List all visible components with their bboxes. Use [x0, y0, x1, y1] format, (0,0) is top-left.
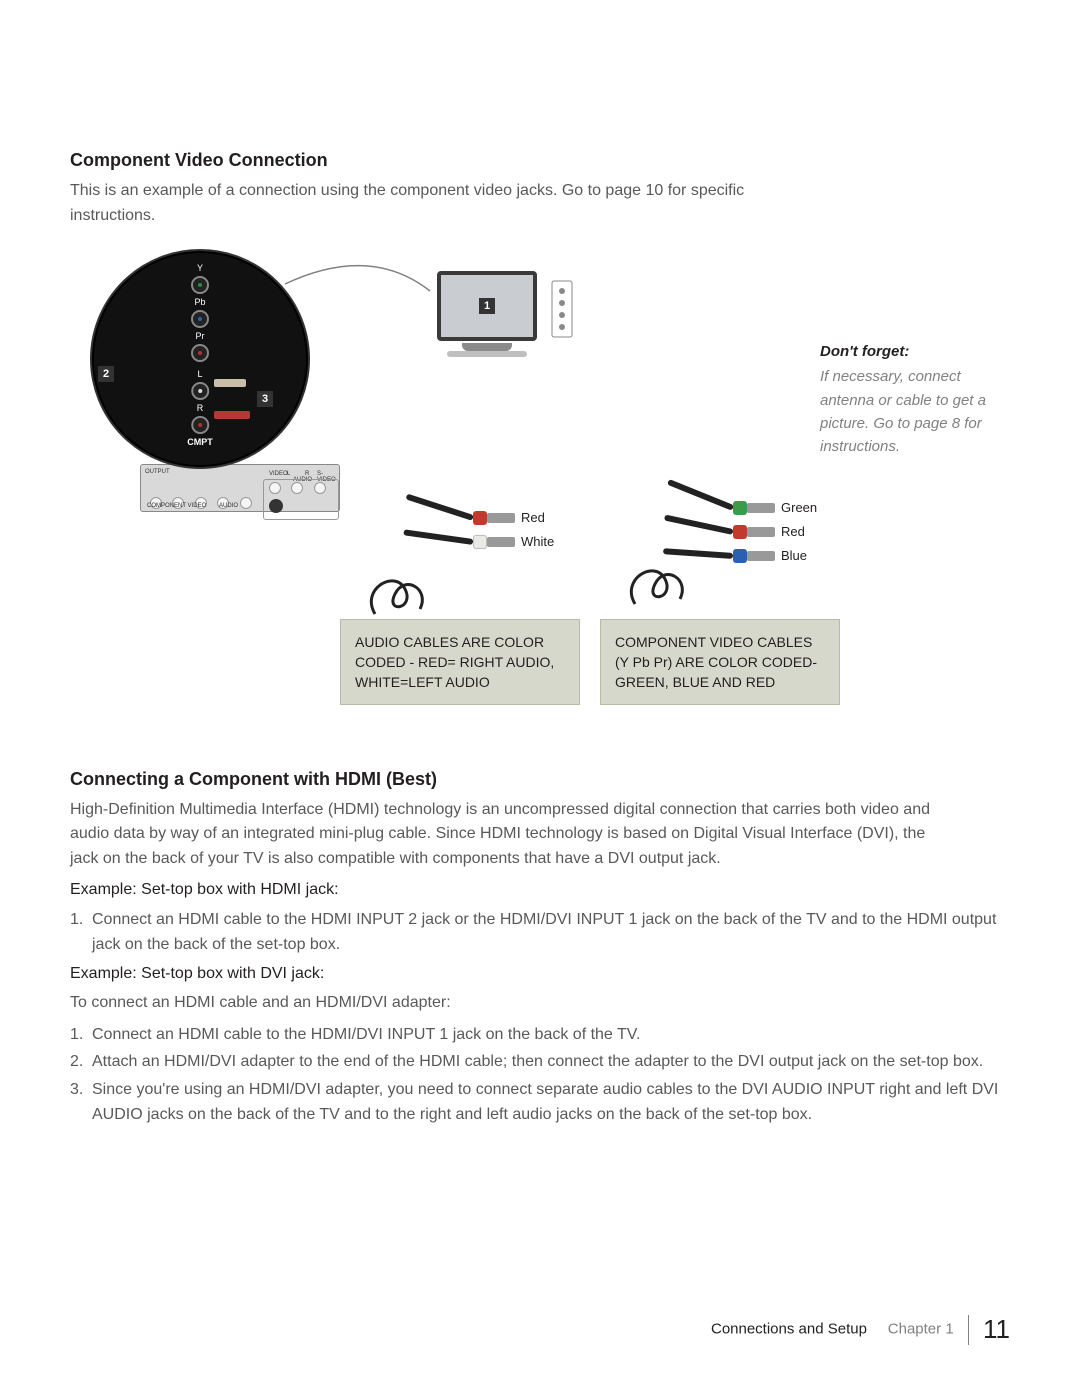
plug-stub-r	[214, 411, 250, 419]
footer-chapter: Chapter 1	[888, 1320, 954, 1337]
ex2-step1: Connect an HDMI cable to the HDMI/DVI IN…	[70, 1022, 1010, 1048]
component-coil	[625, 559, 695, 609]
jack-l	[191, 382, 209, 400]
audio-coil	[365, 569, 435, 619]
dvd-back-panel: OUTPUT VIDEO L AUDIO R S-VIDEO COMPONENT…	[140, 464, 340, 512]
sidebar-note-body: If necessary, connect antenna or cable t…	[820, 365, 1010, 458]
plug-red-label: Red	[521, 510, 545, 525]
dvd-r-label: R	[305, 471, 309, 477]
plug-red2: Red	[625, 523, 775, 541]
mag-pb-label: Pb	[191, 297, 209, 307]
jack-pr	[191, 344, 209, 362]
component-caption-box: COMPONENT VIDEO CABLES (Y Pb Pr) ARE COL…	[600, 619, 840, 706]
sidebar-note-title: Don't forget:	[820, 340, 1010, 363]
ex2-step2: Attach an HDMI/DVI adapter to the end of…	[70, 1049, 1010, 1075]
plug-red: Red	[365, 509, 515, 527]
plug-red2-label: Red	[781, 524, 805, 539]
plug-stub-l	[214, 379, 246, 387]
ex2-intro: To connect an HDMI cable and an HDMI/DVI…	[70, 991, 1010, 1016]
mag-cmpt-label: CMPT	[187, 437, 213, 447]
footer-page: 11	[983, 1314, 1010, 1344]
footer-section: Connections and Setup	[711, 1320, 867, 1337]
mag-pr-label: Pr	[191, 331, 209, 341]
ex2-step3: Since you're using an HDMI/DVI adapter, …	[70, 1077, 1010, 1128]
dvd-svideo-port	[269, 499, 283, 513]
section2-p1: High-Definition Multimedia Interface (HD…	[70, 798, 950, 872]
dvd-port	[269, 482, 281, 494]
tv-back-magnifier: Y Pb Pr L R CMPT 2 3	[90, 249, 310, 469]
plug-white: White	[365, 533, 515, 551]
diagram-area: Y Pb Pr L R CMPT 2 3 OUTPUT VIDEO L AUDI…	[70, 249, 790, 729]
ex1-step1: Connect an HDMI cable to the HDMI INPUT …	[70, 907, 1010, 958]
plug-white-label: White	[521, 534, 554, 549]
audio-cable-figure: Red White	[365, 509, 515, 619]
dvd-output-label: OUTPUT	[145, 469, 170, 475]
ex2-list: Connect an HDMI cable to the HDMI/DVI IN…	[70, 1022, 1010, 1128]
mag-y-label: Y	[191, 263, 209, 273]
dvd-port	[291, 482, 303, 494]
dvd-port	[314, 482, 326, 494]
section2-title: Connecting a Component with HDMI (Best)	[70, 769, 1010, 790]
dvd-video-label: VIDEO	[269, 471, 288, 477]
jack-r	[191, 416, 209, 434]
ex2-title: Example: Set-top box with DVI jack:	[70, 962, 1010, 987]
dvd-l-label: L	[287, 471, 290, 477]
sidebar-note: Don't forget: If necessary, connect ante…	[820, 340, 1010, 458]
mag-badge-3: 3	[257, 391, 273, 407]
section1-title: Component Video Connection	[70, 150, 1010, 171]
jack-y	[191, 276, 209, 294]
mag-r-label: R	[187, 403, 213, 413]
audio-caption-box: AUDIO CABLES ARE COLOR CODED - RED= RIGH…	[340, 619, 580, 706]
jack-pb	[191, 310, 209, 328]
dvd-component-label: COMPONENT VIDEO	[147, 503, 206, 509]
section1-intro: This is an example of a connection using…	[70, 179, 790, 229]
plug-blue-label: Blue	[781, 548, 807, 563]
plug-green: Green	[625, 499, 775, 517]
footer-divider	[968, 1315, 969, 1345]
component-cable-figure: Green Red Blue	[625, 499, 775, 609]
dvd-port	[240, 497, 252, 509]
dvd-aud-label: AUDIO	[219, 503, 238, 509]
mag-badge-2: 2	[98, 366, 114, 382]
ex1-title: Example: Set-top box with HDMI jack:	[70, 878, 1010, 903]
ex1-list: Connect an HDMI cable to the HDMI INPUT …	[70, 907, 1010, 958]
page-footer: Connections and Setup Chapter 1 11	[711, 1314, 1010, 1345]
plug-green-label: Green	[781, 500, 817, 515]
mag-l-label: L	[187, 369, 213, 379]
